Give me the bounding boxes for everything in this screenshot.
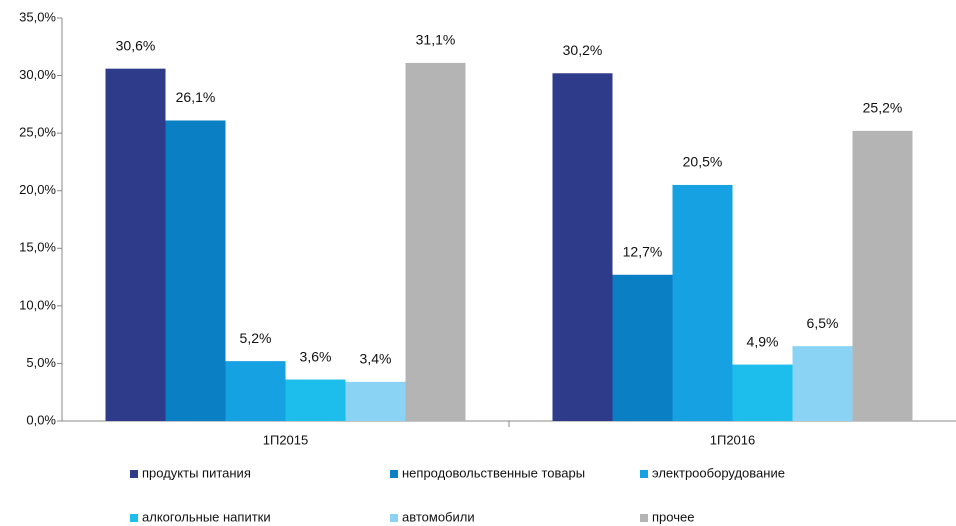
legend-label: автомобили bbox=[402, 509, 475, 524]
y-tick-label: 30,0% bbox=[19, 67, 56, 82]
legend-label: прочее bbox=[652, 509, 694, 524]
bar bbox=[225, 361, 286, 421]
y-tick-label: 5,0% bbox=[26, 355, 56, 370]
value-label: 30,6% bbox=[116, 37, 156, 53]
bar bbox=[345, 381, 406, 421]
bar bbox=[732, 364, 793, 421]
value-label: 3,4% bbox=[360, 351, 392, 367]
value-label: 25,2% bbox=[863, 100, 903, 116]
y-tick-label: 10,0% bbox=[19, 297, 56, 312]
value-label: 6,5% bbox=[807, 315, 839, 331]
legend-swatch bbox=[640, 514, 648, 522]
legend-swatch bbox=[390, 470, 398, 478]
x-tick-label: 1П2015 bbox=[263, 432, 309, 447]
y-tick-label: 20,0% bbox=[19, 182, 56, 197]
value-label: 20,5% bbox=[683, 154, 723, 170]
y-tick-label: 35,0% bbox=[19, 9, 56, 24]
legend-swatch bbox=[130, 514, 138, 522]
value-label: 12,7% bbox=[623, 243, 663, 259]
value-label: 4,9% bbox=[747, 333, 779, 349]
y-tick-label: 25,0% bbox=[19, 125, 56, 140]
legend-label: продукты питания bbox=[142, 465, 251, 480]
bar bbox=[612, 274, 673, 421]
bar bbox=[165, 120, 226, 421]
bar bbox=[792, 346, 853, 421]
value-label: 5,2% bbox=[240, 330, 272, 346]
legend-label: алкогольные напитки bbox=[142, 509, 271, 524]
bar bbox=[852, 130, 913, 421]
legend-label: непродовольственные товары bbox=[402, 465, 585, 480]
bar bbox=[105, 68, 166, 422]
legend-swatch bbox=[390, 514, 398, 522]
y-tick-label: 0,0% bbox=[26, 412, 56, 427]
x-tick-label: 1П2016 bbox=[710, 432, 756, 447]
bar bbox=[672, 184, 733, 421]
value-label: 30,2% bbox=[563, 42, 603, 58]
bar bbox=[552, 73, 613, 422]
legend-label: электрооборудование bbox=[652, 465, 785, 480]
value-label: 26,1% bbox=[176, 89, 216, 105]
legend-swatch bbox=[130, 470, 138, 478]
y-tick-label: 15,0% bbox=[19, 240, 56, 255]
value-label: 31,1% bbox=[416, 32, 456, 48]
value-label: 3,6% bbox=[300, 348, 332, 364]
legend-swatch bbox=[640, 470, 648, 478]
bar bbox=[405, 62, 466, 422]
bar bbox=[285, 379, 346, 421]
